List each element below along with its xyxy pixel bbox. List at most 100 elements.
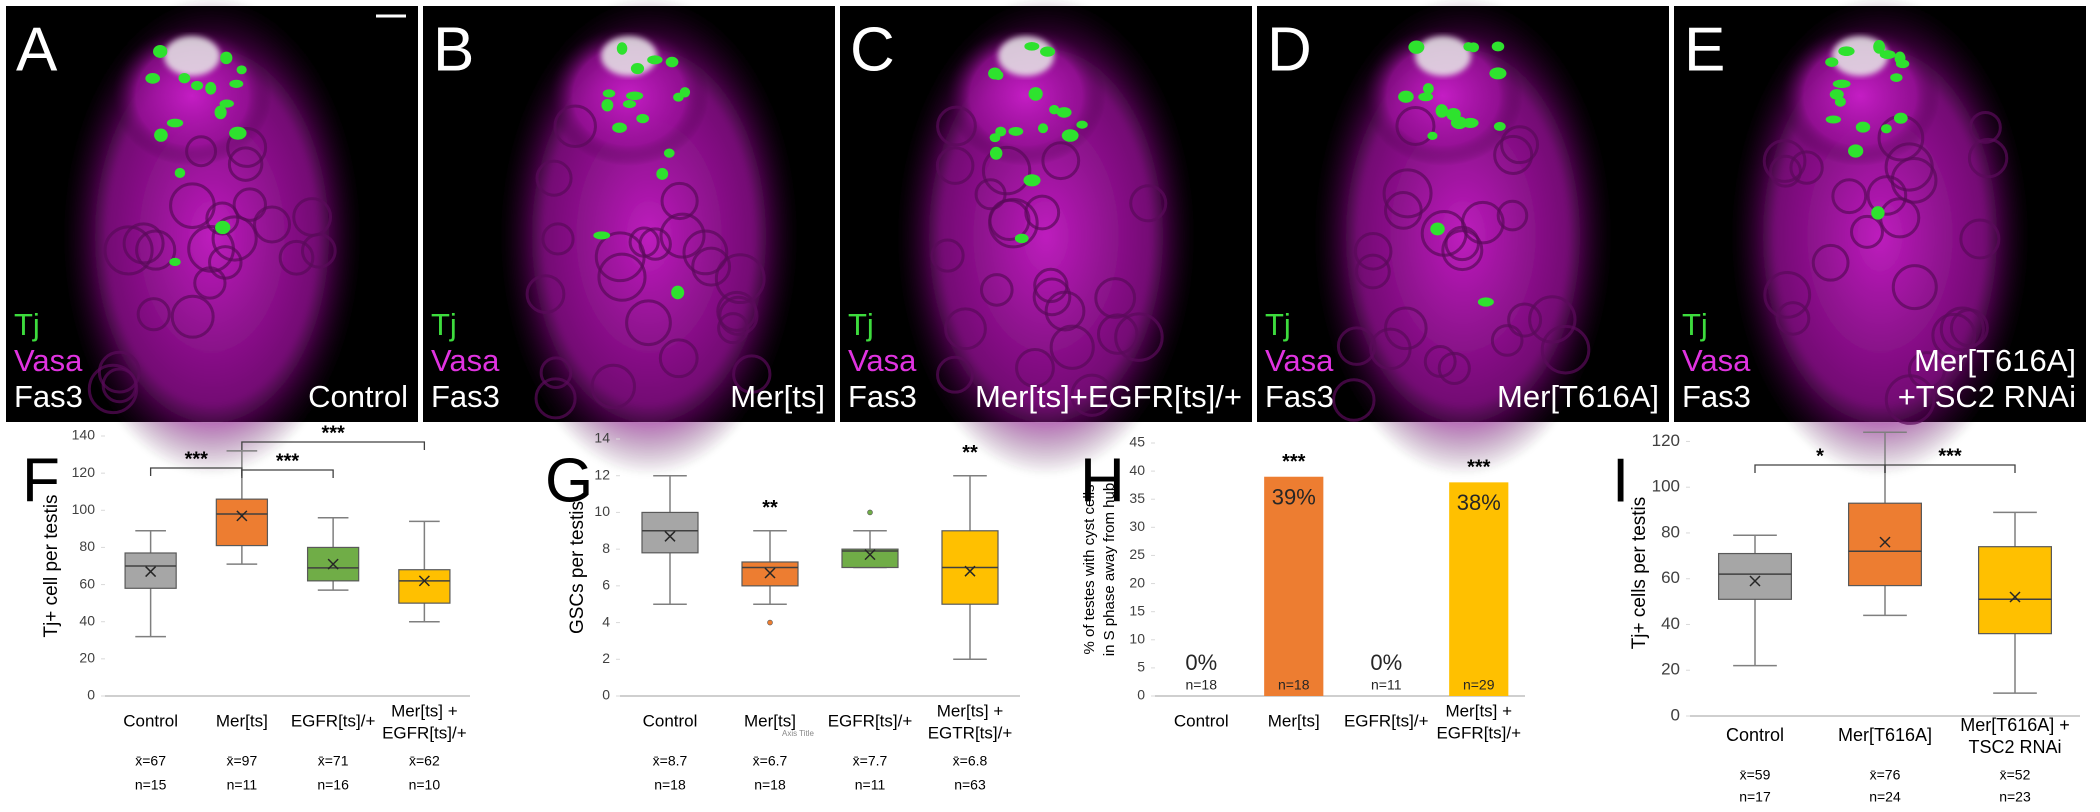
nucleus [205,81,217,95]
cell [534,377,577,420]
panel-letter: D [1267,15,1312,84]
cell [1811,243,1850,282]
mean-label: x̄=59 [1740,767,1771,783]
cell [1129,184,1168,223]
cell [1032,277,1072,317]
x-tick-label: EGFR[ts]/+ [291,711,376,730]
mean-label: x̄=62 [409,753,440,769]
cell [1866,175,1908,216]
cell [103,225,154,276]
chart: H% of testes with cyst cells in S phase a… [1080,434,1525,742]
cell [1382,168,1433,219]
nucleus [1881,124,1892,134]
mean-label: x̄=52 [2000,767,2031,783]
cell [541,222,575,256]
x-tick-label: TSC2 RNAi [1968,737,2061,757]
x-tick-label: Control [123,711,178,730]
nucleus [1024,42,1040,51]
nucleus [622,99,637,109]
nucleus [593,231,611,240]
nucleus [1023,174,1041,187]
cell [1967,137,2009,179]
y-tick-label: 60 [1661,568,1680,587]
n-label: n=16 [317,777,349,793]
cell [1015,347,1055,388]
mean-label: x̄=97 [227,753,258,769]
nucleus [602,89,616,98]
cell [1884,374,1936,425]
x-tick-label: Mer[ts] + [937,701,1004,720]
nucleus [995,126,1007,137]
nucleus [671,285,685,300]
nucleus [215,220,231,235]
significance-label: *** [1938,445,1962,467]
n-label: n=10 [409,777,441,793]
nucleus [1435,104,1449,118]
cell [525,274,566,315]
cell [988,197,1039,249]
cell [1890,156,1938,204]
nucleus [626,91,644,101]
mean-label: x̄=76 [1870,767,1901,783]
cell [1939,306,1985,352]
x-tick-label: Mer[ts] [216,711,268,730]
nucleus [1014,233,1029,244]
genotype-label: +TSC2 RNAi [1898,379,2076,414]
channel-label: Fas3 [848,379,917,414]
cell [594,231,646,283]
value-label: 38% [1457,490,1501,515]
y-tick-label: 4 [602,613,610,629]
nucleus [1056,107,1072,118]
mean-marker [418,575,430,587]
cell [718,295,759,336]
cell [1769,154,1802,188]
x-tick-label: Mer[ts] [1268,711,1320,730]
outlier [867,509,873,516]
tissue [1363,26,1523,166]
n-label: n=15 [135,777,167,793]
cell [227,146,264,182]
cell [1959,218,2001,260]
nucleus [1477,297,1494,307]
cell [1096,313,1139,355]
nucleus [229,79,244,89]
cell [1336,326,1377,366]
cell [660,181,699,221]
nucleus [1037,123,1049,134]
nucleus [1422,83,1434,95]
significance-label: *** [276,450,300,472]
cell [1500,125,1540,165]
y-tick-label: 60 [79,575,95,591]
y-tick-label: 15 [1129,602,1145,618]
cell [1763,270,1812,319]
cell [535,159,573,197]
nucleus [153,44,168,58]
nucleus [178,72,191,84]
significance-label: ** [962,442,978,464]
bar [1264,476,1324,696]
panel-letter: H [1080,446,1125,515]
mean-marker [864,549,876,561]
value-label: 0% [1370,650,1402,675]
cell [101,367,138,404]
cell [658,338,699,379]
nucleus [1829,89,1844,100]
cell [187,224,235,273]
cell [1114,312,1164,362]
value-label: 0% [1185,650,1217,675]
x-tick-label: EGTR[ts]/+ [928,723,1013,742]
cell [659,212,706,259]
value-label: 39% [1272,485,1316,510]
cell [1968,110,2002,144]
y-axis-label: GSCs per testis [567,501,588,634]
significance-label: *** [321,422,345,444]
mean-marker [327,558,339,570]
nucleus [1825,57,1839,67]
y-tick-label: 25 [1129,546,1145,562]
mean-label: x̄=71 [318,753,349,769]
nucleus [1450,116,1468,130]
cell [553,104,597,148]
nucleus [174,167,186,179]
nucleus [673,92,684,102]
nucleus [1040,46,1056,57]
